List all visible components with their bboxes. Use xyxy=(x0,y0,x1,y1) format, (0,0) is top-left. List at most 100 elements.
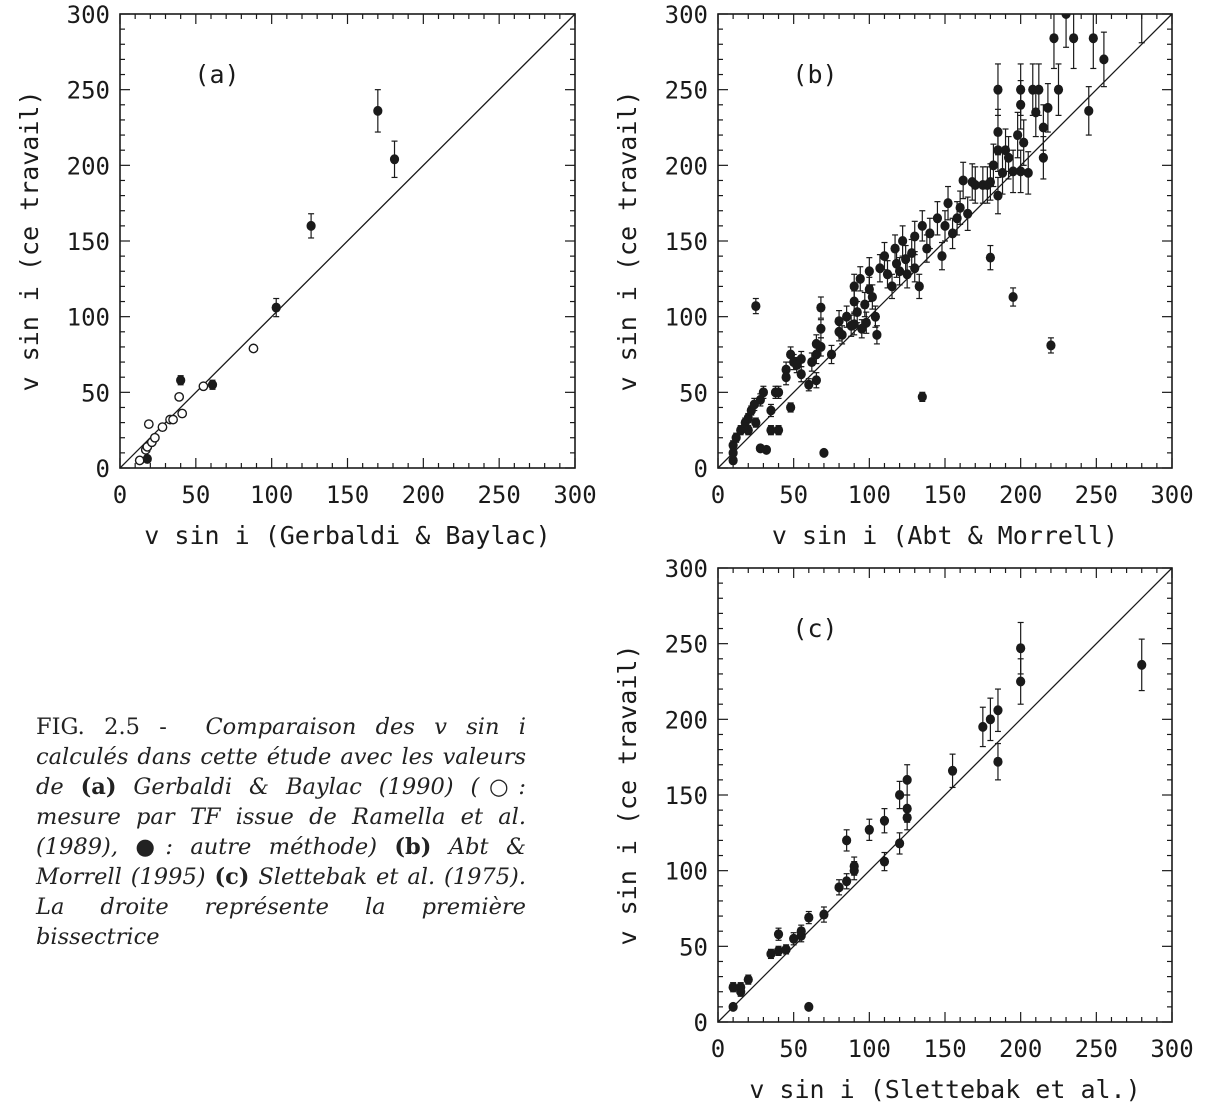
data-point-filled xyxy=(993,127,1003,138)
data-point-filled xyxy=(786,349,796,360)
data-point-filled xyxy=(1000,145,1011,156)
data-point-filled xyxy=(870,311,880,322)
data-point-filled xyxy=(985,714,996,725)
x-tick-label: 250 xyxy=(1075,481,1118,509)
caption-segment: (a) xyxy=(80,774,117,800)
x-tick-label: 300 xyxy=(1150,1035,1193,1063)
data-point-filled xyxy=(988,160,999,171)
x-tick-label: 200 xyxy=(999,481,1042,509)
y-tick-label: 200 xyxy=(665,706,708,734)
data-point-filled xyxy=(755,394,765,405)
data-point-open xyxy=(174,391,185,402)
data-point-filled xyxy=(176,375,186,386)
data-point-open xyxy=(149,432,160,443)
data-point-filled xyxy=(781,944,791,955)
data-point-filled xyxy=(849,861,859,872)
data-point-filled xyxy=(993,756,1003,767)
caption-segment: Gerbaldi & Baylac (1990) ( xyxy=(116,774,480,800)
data-point-filled xyxy=(373,105,383,116)
data-point-filled xyxy=(852,307,862,318)
data-point-filled xyxy=(1008,166,1018,177)
panel-label: (a) xyxy=(194,60,239,89)
data-point-filled xyxy=(882,269,893,280)
data-point-filled xyxy=(842,876,852,887)
y-tick-label: 0 xyxy=(694,455,708,483)
data-point-filled xyxy=(811,375,821,386)
x-tick-label: 300 xyxy=(553,481,596,509)
y-tick-label: 0 xyxy=(96,455,110,483)
data-point-filled xyxy=(773,425,784,436)
data-point-filled xyxy=(736,982,746,993)
data-point-filled xyxy=(728,982,738,993)
x-tick-label: 50 xyxy=(181,481,210,509)
caption-segment: : mesure par TF issue de Ramella et al. … xyxy=(36,774,526,860)
data-point-filled xyxy=(758,387,769,398)
y-axis-label: v sin i (ce travail) xyxy=(613,644,642,945)
data-point-filled xyxy=(917,220,927,231)
data-point-filled xyxy=(816,302,826,313)
caption-segment: ○ xyxy=(479,774,519,800)
caption-segment: Abt & Morrell (1995) xyxy=(36,834,527,890)
data-point-filled xyxy=(766,948,776,959)
data-point-filled xyxy=(1053,84,1064,95)
data-point-filled xyxy=(849,296,859,307)
x-tick-label: 200 xyxy=(999,1035,1042,1063)
data-point-filled xyxy=(807,357,817,368)
data-point-filled xyxy=(142,453,152,464)
data-point-filled xyxy=(766,405,776,416)
data-point-filled xyxy=(1016,99,1026,110)
data-point-filled xyxy=(773,387,784,398)
y-tick-label: 300 xyxy=(67,1,110,29)
x-axis-label: v sin i (Gerbaldi & Baylac) xyxy=(144,521,550,550)
caption-segment: calculés dans cette étude avec les valeu… xyxy=(36,744,526,800)
data-point-filled xyxy=(872,329,882,340)
x-tick-label: 100 xyxy=(848,481,891,509)
y-tick-label: 150 xyxy=(665,228,708,256)
x-tick-label: 150 xyxy=(923,1035,966,1063)
data-point-filled xyxy=(819,909,829,920)
figure-label: FIG. 2.5 - xyxy=(36,714,167,740)
y-tick-label: 100 xyxy=(665,858,708,886)
data-point-filled xyxy=(796,926,806,937)
data-point-filled xyxy=(751,301,761,312)
data-point-filled xyxy=(761,444,772,455)
data-point-filled xyxy=(932,213,943,224)
data-point-filled xyxy=(1046,340,1056,351)
panel-label: (c) xyxy=(792,614,837,643)
data-point-filled xyxy=(1016,643,1026,654)
chart-panel-c: 0 50 100 150 200 250 300 0 50 100 150 200 250 300 v si… xyxy=(613,555,1194,1102)
data-point-filled xyxy=(781,372,791,383)
data-point-filled xyxy=(1043,102,1053,113)
data-points xyxy=(728,621,1147,1012)
x-tick-label: 150 xyxy=(923,481,966,509)
data-point-filled xyxy=(864,266,874,277)
data-point-filled xyxy=(993,705,1003,716)
y-tick-label: 50 xyxy=(679,379,708,407)
data-point-filled xyxy=(271,302,281,313)
data-point-filled xyxy=(1003,152,1014,163)
caption-segment: (b) xyxy=(394,834,432,860)
caption-segment: (c) xyxy=(214,864,250,890)
y-tick-label: 200 xyxy=(665,152,708,180)
y-tick-label: 250 xyxy=(67,77,110,105)
data-point-filled xyxy=(796,354,806,365)
data-point-filled xyxy=(1034,84,1044,95)
caption-segment: : autre méthode) xyxy=(165,834,395,860)
data-point-filled xyxy=(1137,659,1147,670)
data-point-filled xyxy=(1061,14,1071,19)
data-point-filled xyxy=(879,251,890,262)
data-point-filled xyxy=(879,815,890,826)
data-point-open xyxy=(157,422,168,433)
data-point-filled xyxy=(887,281,897,292)
data-point-filled xyxy=(898,236,908,246)
data-point-filled xyxy=(855,273,865,284)
data-point-filled xyxy=(1023,167,1033,178)
data-point-filled xyxy=(902,774,912,785)
data-point-filled xyxy=(922,243,932,254)
data-point-filled xyxy=(864,284,874,295)
y-tick-label: 50 xyxy=(679,933,708,961)
data-point-filled xyxy=(1016,166,1026,177)
data-point-filled xyxy=(1008,291,1018,302)
